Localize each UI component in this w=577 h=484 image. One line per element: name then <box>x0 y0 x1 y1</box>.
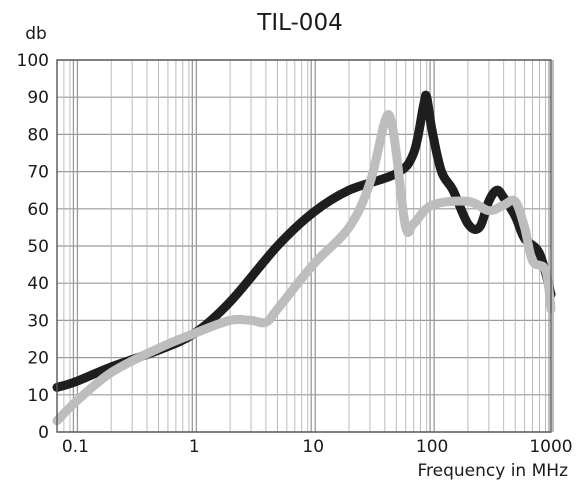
y-tick-label: 90 <box>27 88 49 108</box>
y-tick-label: 100 <box>17 51 49 71</box>
series-line-2 <box>52 110 556 426</box>
y-tick-label: 80 <box>27 125 49 145</box>
chart-title: TIL-004 <box>256 10 342 36</box>
x-tick-label: 0.1 <box>62 437 89 457</box>
y-tick-label: 60 <box>27 200 49 220</box>
y-tick-label: 20 <box>27 349 49 369</box>
series-layer <box>52 90 556 426</box>
grid <box>56 59 554 433</box>
y-tick-labels: 0 10 20 30 40 50 60 70 80 90 100 <box>17 51 49 443</box>
y-tick-label: 10 <box>27 386 49 406</box>
series-line-1 <box>52 90 556 392</box>
x-tick-labels: 0.1 1 10 100 1000 <box>62 437 573 457</box>
x-tick-label: 100 <box>416 437 448 457</box>
y-tick-label: 70 <box>27 163 49 183</box>
x-tick-label: 1000 <box>529 437 572 457</box>
y-tick-label: 30 <box>27 311 49 331</box>
y-axis-unit-label: db <box>25 24 47 44</box>
x-tick-label: 1 <box>189 437 200 457</box>
y-tick-label: 40 <box>27 274 49 294</box>
y-tick-label: 0 <box>38 423 49 443</box>
y-tick-label: 50 <box>27 237 49 257</box>
x-tick-label: 10 <box>302 437 324 457</box>
x-axis-label: Frequency in MHz <box>417 461 568 481</box>
plot-frame <box>56 59 552 433</box>
